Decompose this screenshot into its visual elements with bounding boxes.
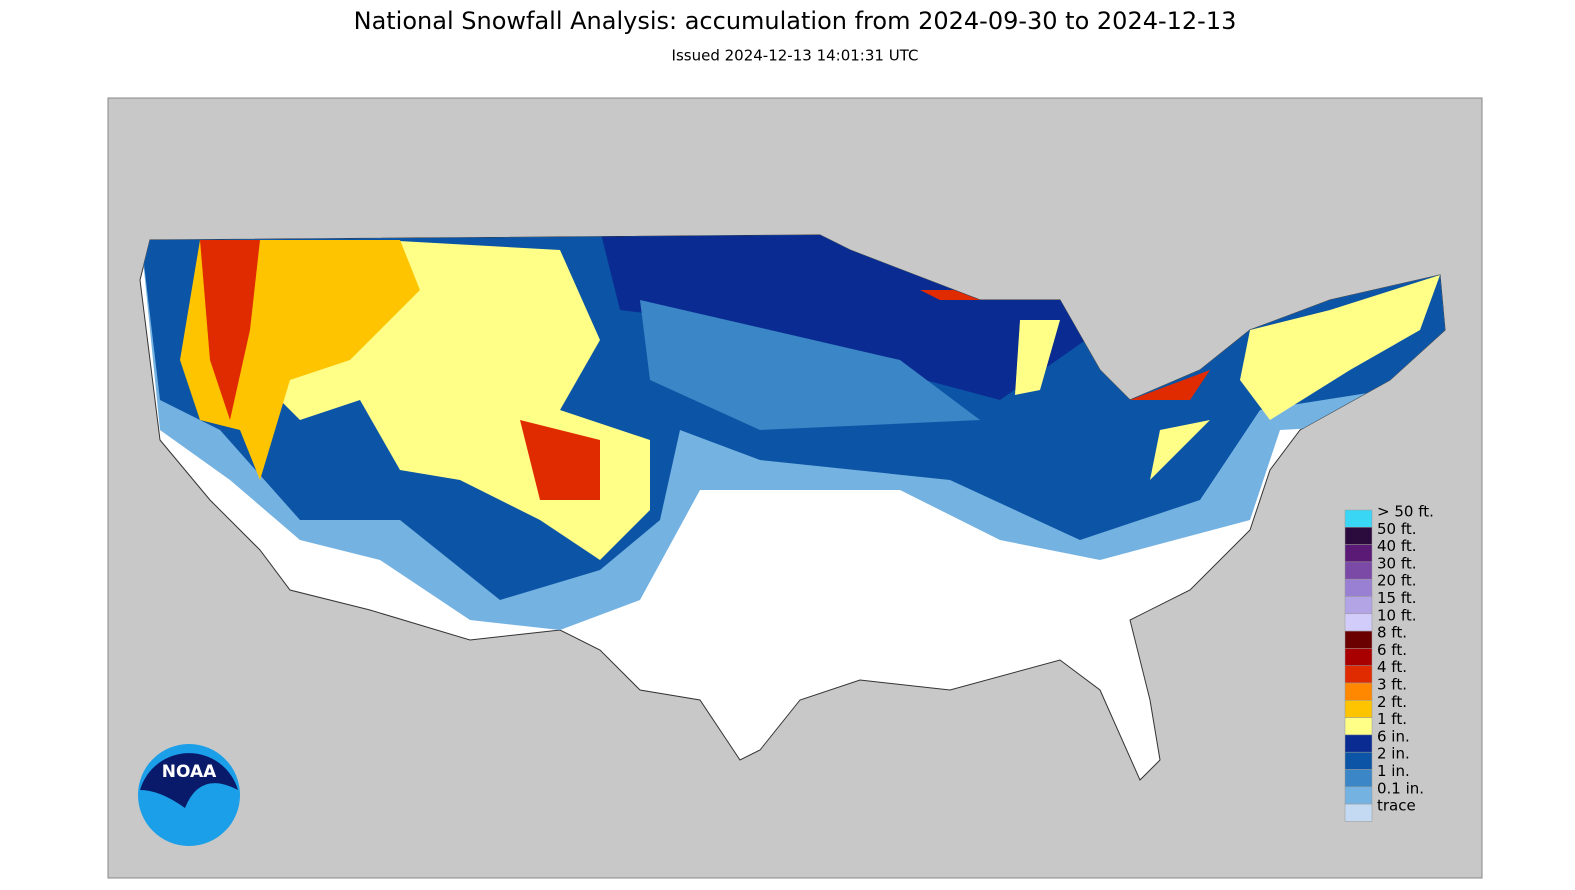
- legend-label: 6 ft.: [1377, 641, 1407, 659]
- legend-swatch: [1344, 700, 1373, 718]
- legend-swatch: [1344, 578, 1373, 597]
- legend-label: 20 ft.: [1377, 572, 1417, 590]
- legend-label: 10 ft.: [1377, 606, 1417, 624]
- legend-label: 15 ft.: [1377, 589, 1417, 607]
- legend-swatch: [1344, 734, 1373, 753]
- legend-swatch: [1344, 769, 1373, 788]
- title: National Snowfall Analysis: accumulation…: [354, 7, 1237, 35]
- legend-label: 4 ft.: [1377, 658, 1407, 676]
- legend-label: 50 ft.: [1377, 520, 1417, 538]
- legend-swatch: [1344, 717, 1373, 736]
- legend-label: 30 ft.: [1377, 554, 1417, 572]
- legend-swatch: [1344, 544, 1373, 563]
- legend-label: 0.1 in.: [1377, 779, 1424, 797]
- legend-swatch: [1344, 665, 1373, 684]
- legend-label: 3 ft.: [1377, 676, 1407, 694]
- legend-label: 1 in.: [1377, 762, 1410, 780]
- legend-label: 2 in.: [1377, 745, 1410, 763]
- legend-label: 8 ft.: [1377, 624, 1407, 642]
- map: [107, 97, 1483, 879]
- legend-swatch: [1344, 751, 1373, 770]
- legend-swatch: [1344, 596, 1373, 615]
- legend-label: > 50 ft.: [1377, 503, 1434, 521]
- legend-swatch: [1344, 561, 1373, 580]
- legend-swatch: [1344, 682, 1373, 701]
- noaa-logo: NOAA: [138, 744, 240, 846]
- logo-text: NOAA: [162, 762, 217, 782]
- legend-label: 6 in.: [1377, 727, 1410, 745]
- legend-swatch: [1344, 786, 1373, 805]
- legend-swatch: [1344, 613, 1373, 632]
- legend-label: trace: [1377, 797, 1416, 815]
- legend-swatch: [1344, 803, 1373, 822]
- legend-label: 2 ft.: [1377, 693, 1407, 711]
- legend-swatch: [1344, 509, 1373, 528]
- legend-swatch: [1344, 630, 1373, 649]
- legend: > 50 ft.50 ft.40 ft.30 ft.20 ft.15 ft.10…: [1344, 503, 1434, 822]
- legend-swatch: [1344, 527, 1373, 545]
- legend-label: 1 ft.: [1377, 710, 1407, 728]
- legend-swatch: [1344, 648, 1373, 666]
- legend-label: 40 ft.: [1377, 537, 1417, 555]
- subtitle: Issued 2024-12-13 14:01:31 UTC: [672, 47, 919, 65]
